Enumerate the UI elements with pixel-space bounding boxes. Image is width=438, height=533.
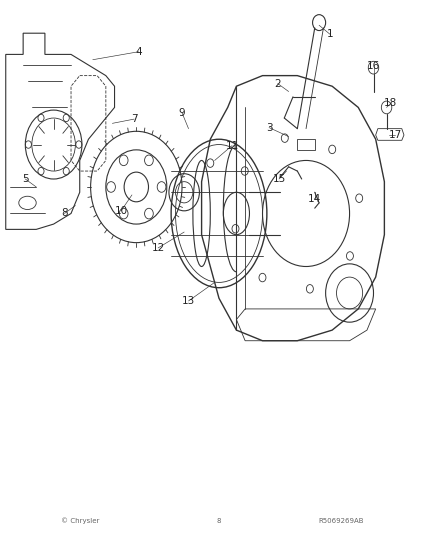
Text: © Chrysler: © Chrysler	[60, 518, 99, 524]
Text: 3: 3	[266, 123, 272, 133]
Text: 15: 15	[272, 174, 286, 184]
Text: 17: 17	[389, 130, 402, 140]
Text: R5069269AB: R5069269AB	[318, 518, 364, 524]
Text: 14: 14	[308, 193, 321, 204]
Text: 18: 18	[384, 98, 398, 108]
Text: 4: 4	[135, 47, 142, 56]
Text: 2: 2	[275, 78, 281, 88]
Text: 7: 7	[131, 114, 138, 124]
Text: 8: 8	[217, 518, 221, 524]
Text: 5: 5	[22, 174, 28, 184]
Text: 10: 10	[114, 206, 127, 216]
Text: 16: 16	[367, 61, 380, 71]
Text: 12: 12	[152, 243, 165, 253]
Text: 11: 11	[226, 141, 239, 151]
Text: 9: 9	[179, 108, 185, 118]
Text: 13: 13	[182, 296, 195, 306]
Text: 8: 8	[61, 208, 68, 219]
Text: 1: 1	[327, 29, 333, 39]
